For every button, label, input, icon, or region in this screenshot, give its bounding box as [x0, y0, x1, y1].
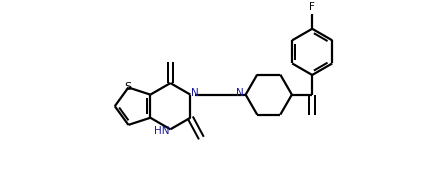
Text: S: S [124, 82, 131, 92]
Text: N: N [236, 88, 243, 98]
Text: N: N [191, 88, 199, 98]
Text: F: F [309, 2, 315, 12]
Text: HN: HN [154, 125, 170, 136]
